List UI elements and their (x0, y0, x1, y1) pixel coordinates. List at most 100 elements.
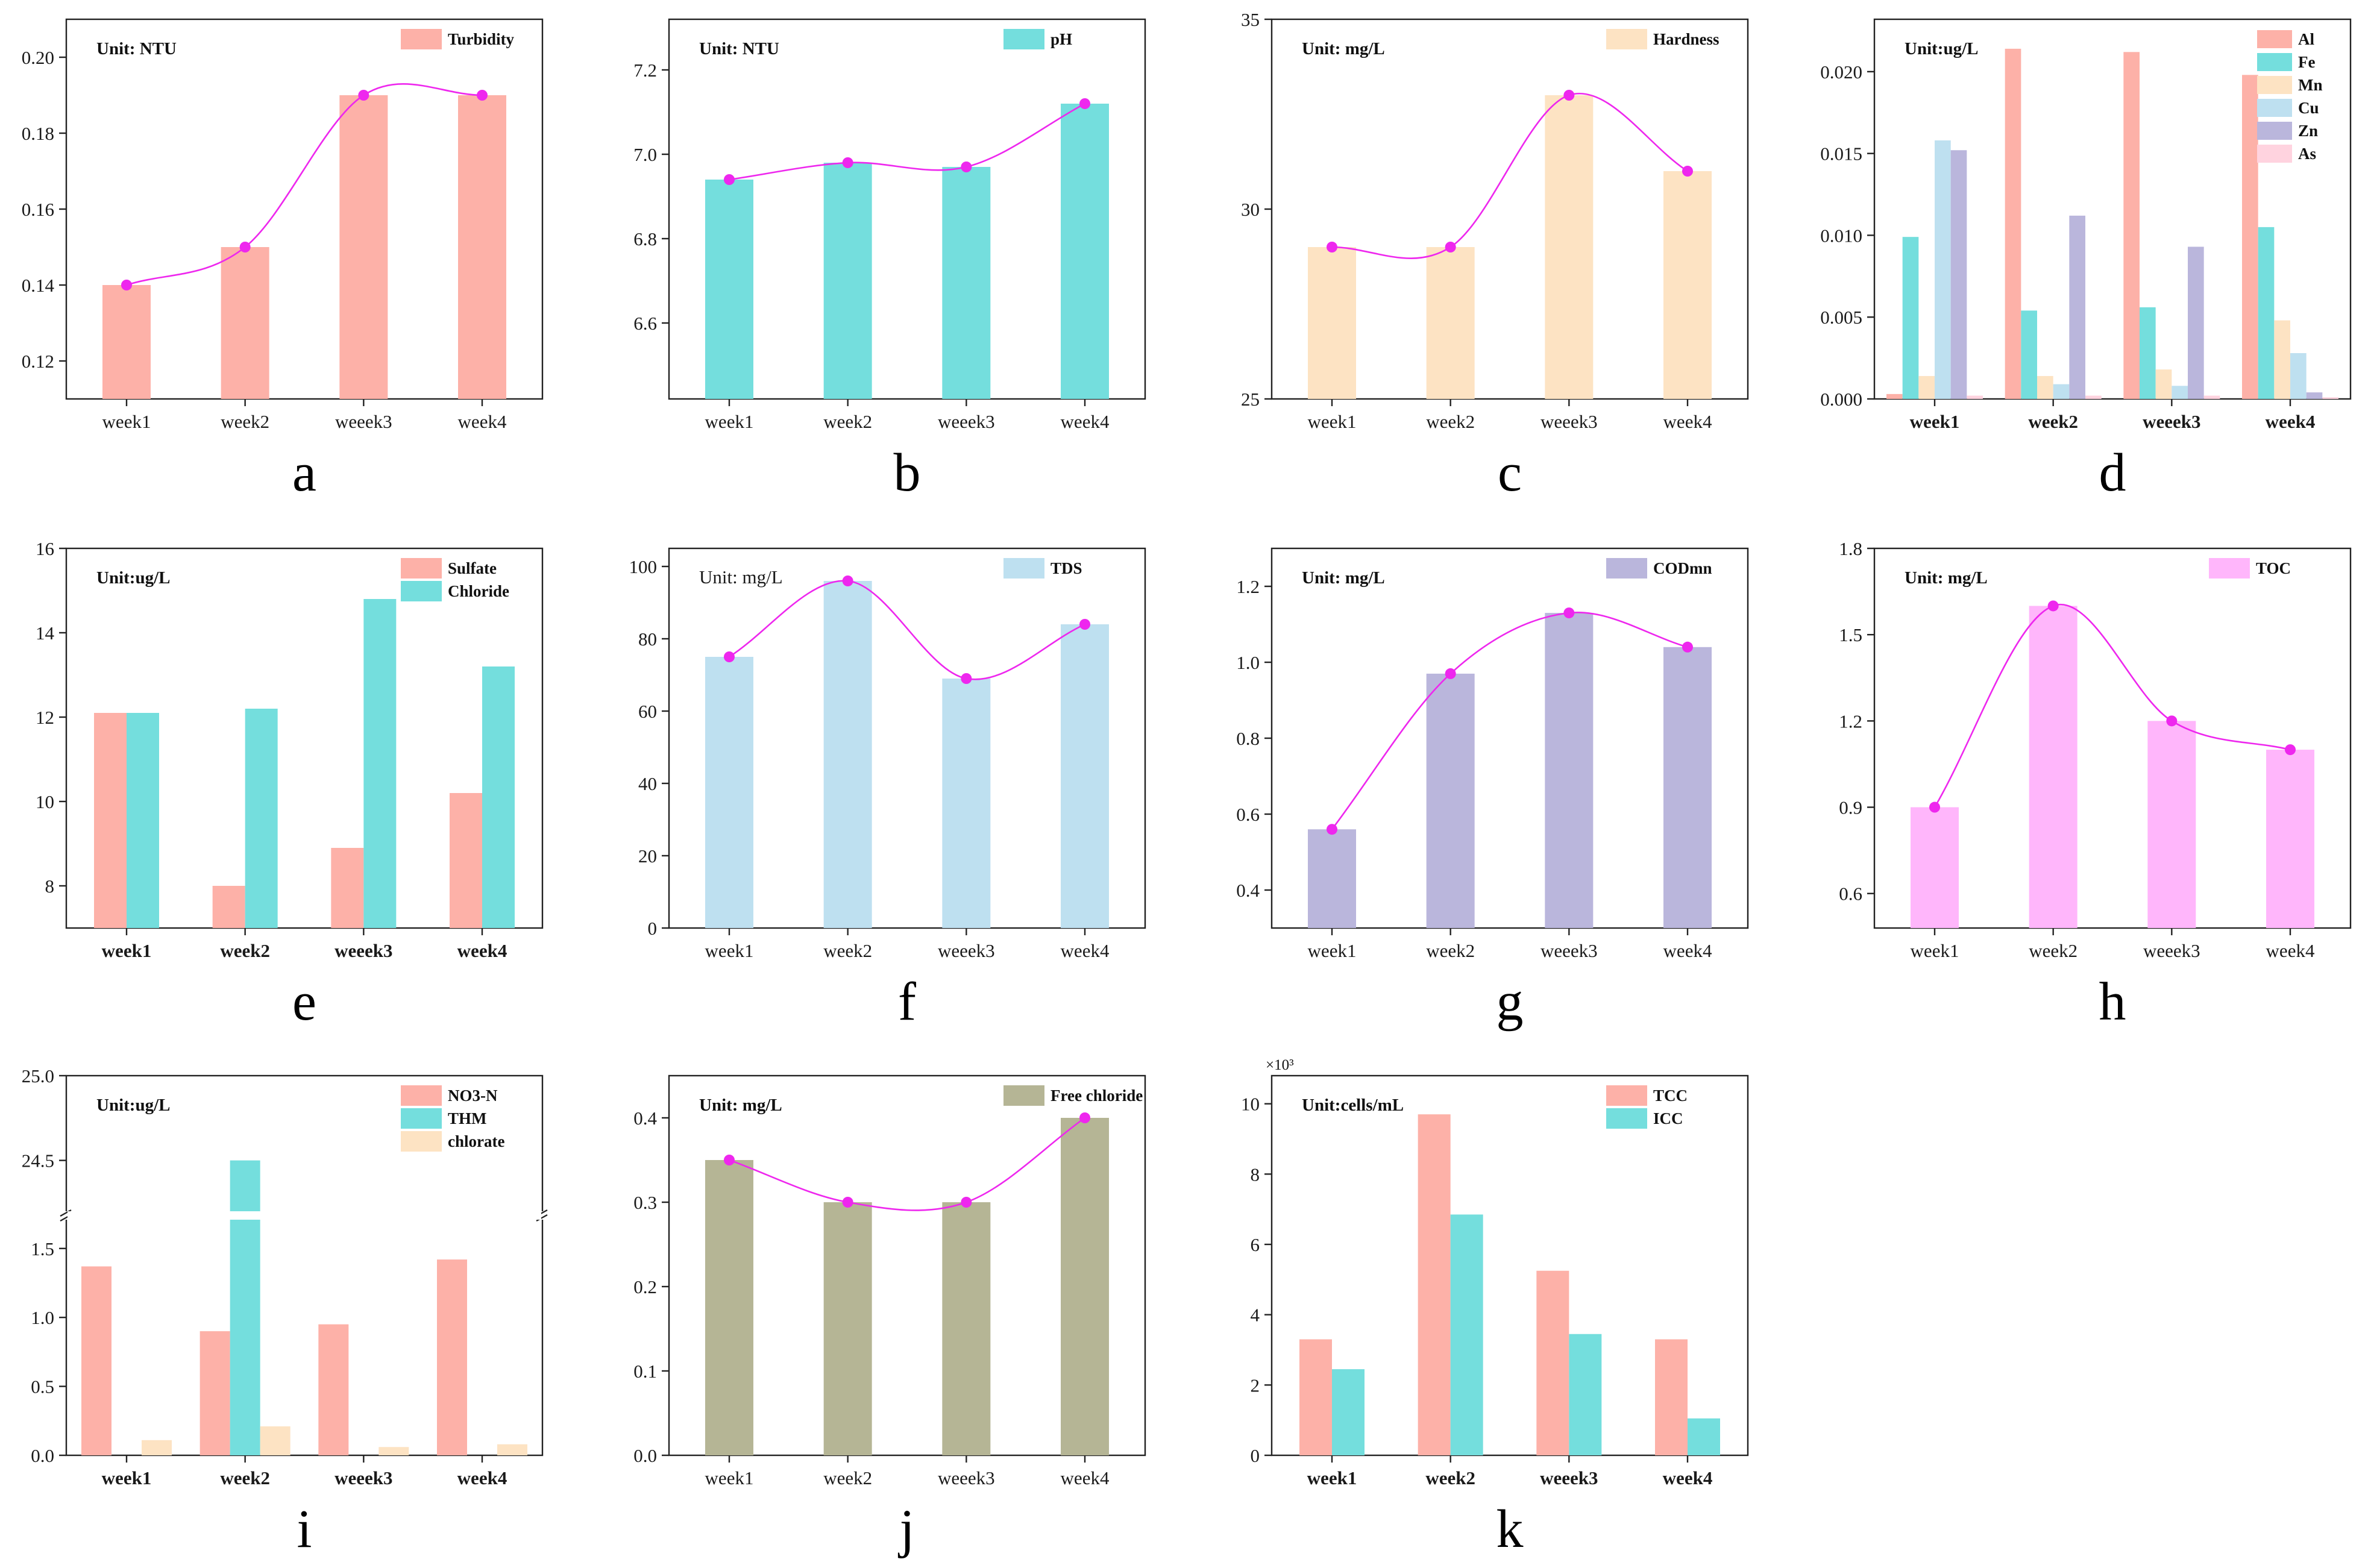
trend-point (961, 673, 972, 684)
chart-panel-f: 0 20 40 60 80 100 week1 week2 weeek3 week4 Unit: m… (629, 547, 1146, 1032)
plot-frame (1873, 547, 2352, 929)
bar-Turbidity-week1 (102, 285, 151, 399)
legend-label: Sulfate (448, 559, 497, 577)
unit-label: Unit: mg/L (1302, 39, 1385, 58)
legend-label: Hardness (1653, 30, 1719, 48)
legend-swatch (1606, 1108, 1647, 1129)
y-tick-label: 0.005 (1820, 307, 1862, 328)
x-tick-label: week4 (2266, 940, 2315, 961)
bar-Chloride-week2 (245, 709, 278, 928)
legend-label: TDS (1051, 559, 1082, 577)
plot-frame (65, 1074, 544, 1457)
legend-label: Cu (2298, 99, 2319, 117)
trend-point (1563, 607, 1575, 619)
trend-point (121, 280, 132, 290)
y-tick-label: 80 (638, 629, 657, 650)
legend-label: Al (2298, 30, 2314, 48)
bar-Chloride-weeek3 (363, 599, 397, 928)
bar-NO3-N-week1 (81, 1266, 111, 1455)
panel-label: a (292, 443, 316, 503)
legend-swatch (401, 1108, 442, 1129)
y-tick-label: 0.8 (1236, 728, 1260, 749)
y-tick-label: 6 (1251, 1234, 1260, 1255)
y-tick-label: 0.0 (31, 1445, 54, 1466)
bar-TDS-weeek3 (942, 679, 991, 928)
x-tick-label: week4 (458, 411, 507, 432)
y-tick-label: 0.6 (1236, 804, 1260, 825)
legend-swatch (1003, 558, 1044, 579)
legend-swatch (1606, 558, 1647, 579)
legend-swatch (2257, 76, 2292, 94)
bar-ICC-weeek3 (1569, 1334, 1602, 1455)
bar-pH-week2 (823, 163, 872, 399)
legend-label: chlorate (448, 1132, 504, 1150)
y-tick-label: 0.20 (22, 47, 54, 68)
y-tick-label: 0.18 (22, 123, 54, 144)
unit-label: Unit:ug/L (1905, 39, 1978, 58)
panel-label: e (292, 972, 316, 1032)
legend-label: CODmn (1653, 559, 1712, 577)
y-tick-label: 0.12 (22, 351, 54, 372)
legend-label: Chloride (448, 582, 509, 600)
panel-label: g (1496, 972, 1524, 1032)
bar-Mn-weeek3 (2155, 369, 2172, 399)
bar-CODmn-week1 (1308, 829, 1356, 928)
trend-line (1933, 603, 2291, 808)
legend-label: Fe (2298, 53, 2315, 71)
y-tick-label: 1.0 (1236, 652, 1260, 673)
bar-TDS-week1 (705, 657, 753, 928)
bar-TCC-weeek3 (1536, 1270, 1569, 1455)
panel-label: b (894, 443, 921, 503)
unit-label: Unit: mg/L (1302, 568, 1385, 588)
plot-frame (668, 18, 1146, 400)
trend-line (729, 1117, 1085, 1211)
bar-Cu-week1 (1935, 140, 1951, 399)
bar-As-week4 (2322, 397, 2338, 399)
legend-swatch (401, 1131, 442, 1152)
y-tick-label: 25 (1241, 389, 1260, 410)
trend-point (358, 90, 369, 101)
bar-ICC-week1 (1332, 1369, 1365, 1455)
x-tick-label: week4 (457, 940, 507, 961)
bar-Free chloride-week1 (705, 1160, 753, 1455)
x-tick-label: week1 (705, 411, 754, 432)
bar-TCC-week1 (1299, 1339, 1332, 1455)
y-tick-label: 24.5 (22, 1150, 54, 1171)
y-tick-label: 7.2 (633, 60, 657, 81)
y-tick-label: 20 (638, 845, 657, 867)
bar-Zn-week2 (2069, 215, 2085, 399)
bar-Cu-week2 (2053, 384, 2070, 399)
legend-swatch (1606, 29, 1647, 49)
x-tick-label: week2 (823, 940, 872, 961)
x-tick-label: weeek3 (1540, 1467, 1598, 1488)
bar-TDS-week4 (1061, 624, 1109, 928)
chart-panel-e: 8 10 12 14 16 week1 week2 weeek3 week4 Unit:ug/L S… (36, 538, 544, 1032)
trend-point (1327, 242, 1337, 252)
bar-TCC-week4 (1655, 1339, 1688, 1455)
trend-line (126, 83, 483, 286)
legend-label: Free chloride (1051, 1087, 1143, 1105)
x-tick-label: week2 (823, 1467, 872, 1488)
trend-point (842, 157, 853, 168)
bar-Hardness-week1 (1308, 247, 1356, 399)
bar-pH-weeek3 (942, 167, 991, 399)
legend-label: THM (448, 1109, 487, 1127)
trend-line (1331, 612, 1688, 830)
x-tick-label: week1 (1308, 411, 1357, 432)
unit-label: Unit: NTU (96, 39, 177, 58)
x-tick-label: weeek3 (334, 940, 392, 961)
legend-swatch (401, 1085, 442, 1106)
bar-pH-week4 (1061, 104, 1109, 399)
chart-panel-i: 0.0 0.5 1.0 1.5 24.5 25.0 week1 week2 weeek3 week… (22, 1065, 548, 1559)
plot-frame (1873, 18, 2352, 400)
y-tick-label: 6.8 (633, 228, 657, 249)
y-tick-label: 0.9 (1839, 797, 1862, 818)
trend-point (2285, 744, 2296, 756)
y-tick-label: 14 (36, 622, 55, 644)
trend-line (729, 102, 1085, 181)
axis-break-mark (536, 1214, 548, 1222)
x-tick-label: week2 (220, 940, 270, 961)
chart-panel-h: 0.6 0.9 1.2 1.5 1.8 week1 week2 weeek3 week4 Unit… (1839, 538, 2352, 1032)
y-tick-label: 25.0 (22, 1065, 54, 1087)
y-tick-label: 0.000 (1820, 389, 1862, 410)
